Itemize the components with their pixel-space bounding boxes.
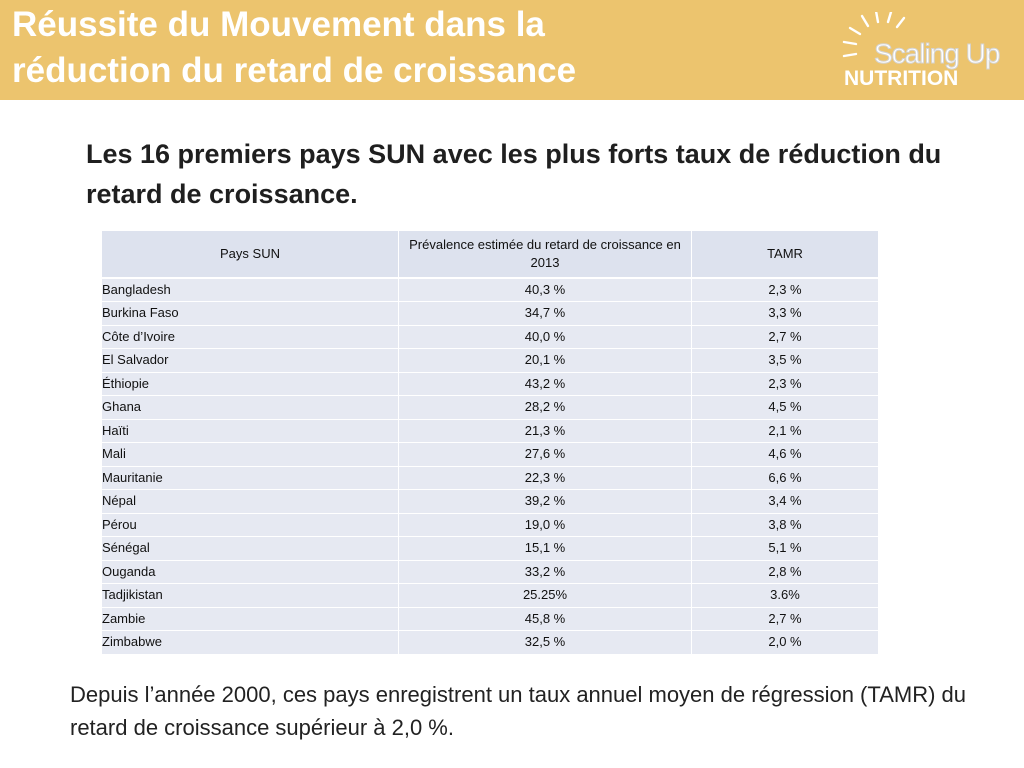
cell-country: Tadjikistan xyxy=(102,584,399,608)
cell-country: El Salvador xyxy=(102,349,399,373)
cell-country: Népal xyxy=(102,490,399,514)
cell-country: Ghana xyxy=(102,396,399,420)
cell-country: Burkina Faso xyxy=(102,302,399,326)
cell-tamr: 2,3 % xyxy=(692,372,879,396)
cell-tamr: 2,7 % xyxy=(692,607,879,631)
cell-tamr: 3.6% xyxy=(692,584,879,608)
cell-prevalence: 27,6 % xyxy=(399,443,692,467)
slide-subtitle: Les 16 premiers pays SUN avec les plus f… xyxy=(86,139,942,209)
table-body: Bangladesh 40,3 % 2,3 % Burkina Faso 34,7 % 3… xyxy=(102,278,879,655)
table-row: Côte d’Ivoire 40,0 % 2,7 % xyxy=(102,325,879,349)
sunburst-icon xyxy=(842,12,906,58)
table-row: Ouganda 33,2 % 2,8 % xyxy=(102,560,879,584)
slide-title-line-2: réduction du retard de croissance xyxy=(12,51,577,90)
cell-prevalence: 19,0 % xyxy=(399,513,692,537)
table-row: Bangladesh 40,3 % 2,3 % xyxy=(102,278,879,302)
cell-tamr: 2,7 % xyxy=(692,325,879,349)
logo-text-nutrition: NUTRITION xyxy=(844,67,959,90)
cell-tamr: 3,4 % xyxy=(692,490,879,514)
slide-title-line-1: Réussite du Mouvement dans la xyxy=(12,5,545,44)
cell-tamr: 3,8 % xyxy=(692,513,879,537)
cell-country: Côte d’Ivoire xyxy=(102,325,399,349)
cell-tamr: 2,1 % xyxy=(692,419,879,443)
cell-prevalence: 40,3 % xyxy=(399,278,692,302)
cell-tamr: 6,6 % xyxy=(692,466,879,490)
cell-country: Haïti xyxy=(102,419,399,443)
table-row: Tadjikistan 25.25% 3.6% xyxy=(102,584,879,608)
cell-prevalence: 33,2 % xyxy=(399,560,692,584)
cell-tamr: 2,0 % xyxy=(692,631,879,655)
scaling-up-nutrition-logo: Scaling Up NUTRITION xyxy=(840,12,1020,92)
cell-prevalence: 43,2 % xyxy=(399,372,692,396)
table-row: Mauritanie 22,3 % 6,6 % xyxy=(102,466,879,490)
cell-country: Zimbabwe xyxy=(102,631,399,655)
slide-title: Réussite du Mouvement dans la réduction … xyxy=(12,2,772,94)
table-row: Mali 27,6 % 4,6 % xyxy=(102,443,879,467)
table-row: El Salvador 20,1 % 3,5 % xyxy=(102,349,879,373)
cell-country: Bangladesh xyxy=(102,278,399,302)
table-row: Pérou 19,0 % 3,8 % xyxy=(102,513,879,537)
cell-prevalence: 39,2 % xyxy=(399,490,692,514)
column-header-country: Pays SUN xyxy=(102,231,399,278)
cell-country: Éthiopie xyxy=(102,372,399,396)
column-header-prevalence: Prévalence estimée du retard de croissan… xyxy=(399,231,692,278)
table-row: Burkina Faso 34,7 % 3,3 % xyxy=(102,302,879,326)
table-row: Zambie 45,8 % 2,7 % xyxy=(102,607,879,631)
cell-country: Sénégal xyxy=(102,537,399,561)
cell-tamr: 3,5 % xyxy=(692,349,879,373)
footer-note: Depuis l’année 2000, ces pays enregistre… xyxy=(70,682,966,740)
table-row: Ghana 28,2 % 4,5 % xyxy=(102,396,879,420)
cell-prevalence: 20,1 % xyxy=(399,349,692,373)
table-row: Éthiopie 43,2 % 2,3 % xyxy=(102,372,879,396)
cell-prevalence: 40,0 % xyxy=(399,325,692,349)
cell-prevalence: 45,8 % xyxy=(399,607,692,631)
logo-text-scaling-up: Scaling Up xyxy=(873,38,1000,69)
cell-prevalence: 22,3 % xyxy=(399,466,692,490)
cell-tamr: 2,3 % xyxy=(692,278,879,302)
cell-country: Ouganda xyxy=(102,560,399,584)
cell-prevalence: 28,2 % xyxy=(399,396,692,420)
cell-tamr: 4,5 % xyxy=(692,396,879,420)
table-row: Népal 39,2 % 3,4 % xyxy=(102,490,879,514)
cell-prevalence: 25.25% xyxy=(399,584,692,608)
column-header-tamr: TAMR xyxy=(692,231,879,278)
cell-prevalence: 34,7 % xyxy=(399,302,692,326)
cell-tamr: 5,1 % xyxy=(692,537,879,561)
cell-country: Zambie xyxy=(102,607,399,631)
table-row: Haïti 21,3 % 2,1 % xyxy=(102,419,879,443)
cell-tamr: 3,3 % xyxy=(692,302,879,326)
cell-tamr: 2,8 % xyxy=(692,560,879,584)
cell-country: Mauritanie xyxy=(102,466,399,490)
cell-tamr: 4,6 % xyxy=(692,443,879,467)
cell-prevalence: 32,5 % xyxy=(399,631,692,655)
table-row: Zimbabwe 32,5 % 2,0 % xyxy=(102,631,879,655)
cell-prevalence: 21,3 % xyxy=(399,419,692,443)
table-row: Sénégal 15,1 % 5,1 % xyxy=(102,537,879,561)
cell-country: Pérou xyxy=(102,513,399,537)
slide-header: Réussite du Mouvement dans la réduction … xyxy=(0,0,1024,100)
cell-prevalence: 15,1 % xyxy=(399,537,692,561)
cell-country: Mali xyxy=(102,443,399,467)
stunting-reduction-table: Pays SUN Prévalence estimée du retard de… xyxy=(102,231,879,655)
table-header-row: Pays SUN Prévalence estimée du retard de… xyxy=(102,231,879,278)
